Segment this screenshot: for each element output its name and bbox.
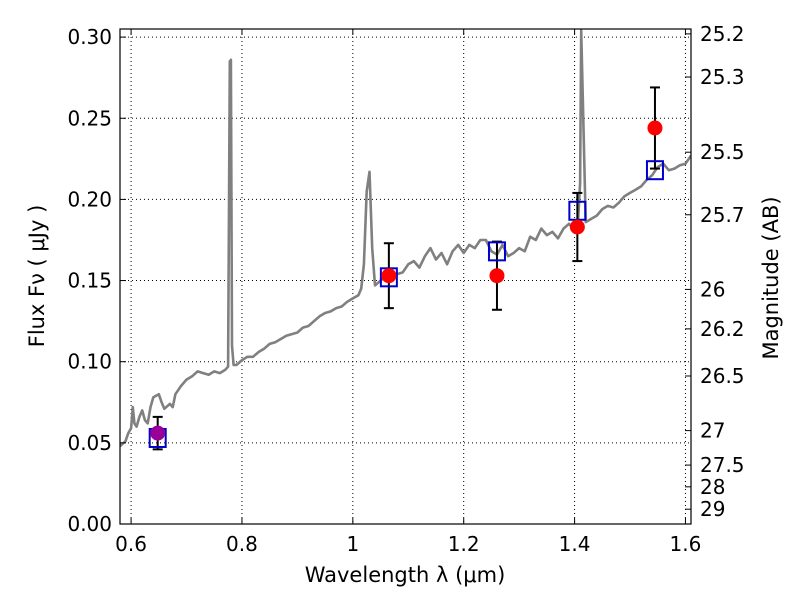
mag-tick-label: 25.7 (700, 203, 745, 227)
y-tick-label: 0.10 (67, 350, 112, 374)
observed-point (150, 425, 166, 441)
y-tick-label: 0.25 (67, 106, 112, 130)
grid (120, 29, 691, 525)
mag-tick-label: 28 (700, 475, 725, 499)
ticks: 0.6 0.8 1 1.2 1.4 1.6 0.00 0.05 0.10 0.15 0.20 0.25… (67, 22, 744, 556)
series-layer (120, 29, 691, 451)
x-axis-label: Wavelength λ (μm) (305, 563, 506, 587)
mag-tick-label: 29 (700, 497, 725, 521)
x-tick-label: 1 (346, 532, 359, 556)
y-tick-label: 0.15 (67, 269, 112, 293)
y-tick-label: 0.20 (67, 187, 112, 211)
model-square (487, 241, 506, 262)
mag-tick-label: 26.2 (700, 317, 745, 341)
plot-background (120, 29, 691, 524)
plot-frame (119, 28, 692, 525)
mag-tick-label: 25.5 (700, 140, 745, 164)
spectrum-line (120, 29, 691, 448)
mag-tick-label: 25.2 (700, 22, 745, 46)
observed-point (569, 219, 585, 235)
mag-tick-label: 27 (700, 419, 725, 443)
observed-point (489, 268, 505, 284)
observed-point (647, 120, 663, 136)
mag-tick-label: 27.5 (700, 453, 745, 477)
y-tick-label: 0.00 (67, 512, 112, 536)
y-tick-label: 0.05 (67, 431, 112, 455)
x-tick-label: 1.4 (559, 532, 591, 556)
y-tick-label: 0.30 (67, 25, 112, 49)
mag-tick-label: 25.3 (700, 65, 745, 89)
x-tick-label: 1.6 (670, 532, 702, 556)
x-tick-label: 0.8 (226, 532, 258, 556)
observed-point (381, 268, 397, 284)
mag-tick-label: 26 (700, 277, 725, 301)
model-square (645, 160, 664, 181)
x-tick-label: 0.6 (115, 532, 147, 556)
x-tick-label: 1.2 (448, 532, 480, 556)
y-axis-label: Flux Fν ( μJy ) (25, 205, 49, 348)
mag-tick-label: 26.5 (700, 364, 745, 388)
y2-axis-label: Magnitude (AB) (759, 196, 783, 359)
